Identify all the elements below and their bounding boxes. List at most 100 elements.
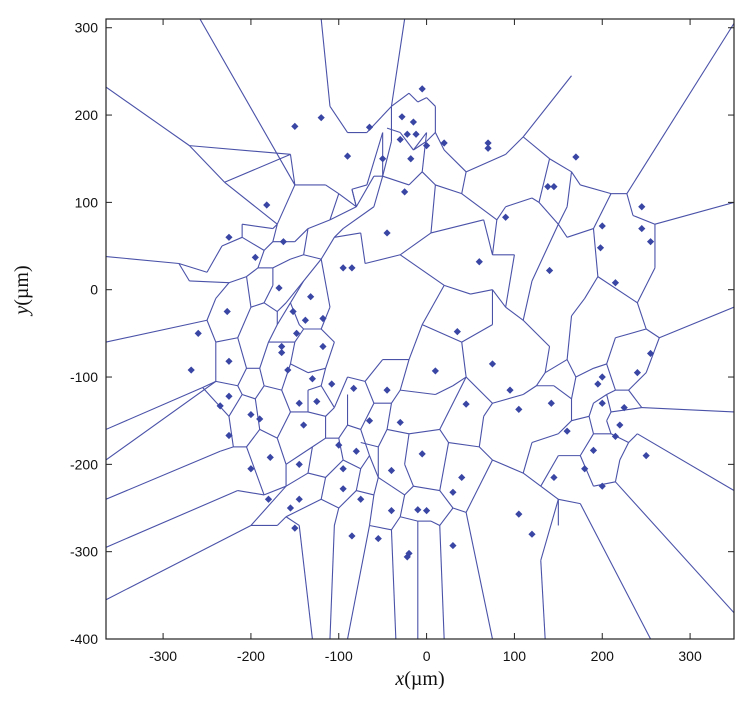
voronoi-edge	[439, 442, 450, 491]
x-tick-label: 300	[678, 648, 702, 664]
voronoi-edge	[360, 429, 371, 456]
voronoi-edge	[250, 485, 287, 526]
voronoi-edge	[452, 376, 467, 387]
voronoi-edge	[412, 132, 428, 151]
voronoi-edge	[606, 363, 616, 391]
voronoi-edge	[461, 193, 498, 221]
x-tick-label: -100	[325, 648, 353, 664]
voronoi-edge	[593, 394, 607, 404]
voronoi-edge	[435, 385, 454, 395]
voronoi-edge	[259, 341, 270, 369]
voronoi-edge	[220, 446, 234, 452]
data-point	[484, 144, 492, 152]
voronoi-edge	[386, 127, 401, 134]
data-point	[642, 452, 650, 460]
data-point	[458, 473, 466, 482]
data-point	[247, 465, 255, 473]
voronoi-edge	[373, 176, 384, 207]
voronoi-edge	[281, 389, 291, 413]
voronoi-edge	[483, 402, 493, 417]
voronoi-edge	[250, 302, 265, 308]
voronoi-edge	[325, 184, 340, 195]
voronoi-edge	[505, 136, 524, 155]
voronoi-edge	[588, 416, 595, 434]
data-point	[194, 329, 202, 337]
voronoi-edge	[430, 520, 441, 526]
data-point	[286, 504, 295, 512]
voronoi-edge	[579, 433, 594, 456]
voronoi-edge	[452, 507, 467, 513]
data-point	[611, 279, 620, 287]
voronoi-edge	[285, 516, 300, 526]
voronoi-edge	[659, 306, 734, 339]
voronoi-edge	[178, 263, 190, 282]
voronoi-edges	[106, 19, 734, 639]
data-point	[638, 224, 646, 233]
voronoi-edge	[285, 472, 309, 487]
voronoi-edge	[289, 154, 296, 185]
voronoi-edge	[347, 376, 366, 382]
voronoi-edge	[522, 75, 572, 138]
voronoi-edge	[325, 341, 335, 369]
voronoi-edge	[522, 472, 542, 487]
voronoi-edge	[399, 359, 410, 391]
voronoi-edge	[272, 258, 291, 269]
data-point	[278, 348, 286, 357]
data-point	[563, 427, 571, 435]
x-axis-ticks: -300 -200 -100 0 100 200 300	[149, 19, 702, 664]
voronoi-edge	[434, 132, 445, 151]
voronoi-edge	[435, 184, 462, 195]
data-point	[387, 466, 396, 475]
voronoi-edge	[636, 302, 647, 330]
voronoi-edge	[522, 136, 550, 160]
x-tick-label: -200	[237, 648, 265, 664]
data-point	[544, 183, 552, 191]
voronoi-edge	[276, 437, 287, 465]
voronoi-edge	[364, 254, 401, 265]
voronoi-edge	[540, 485, 559, 500]
voronoi-edge	[272, 223, 278, 229]
voronoi-edge	[421, 171, 436, 186]
voronoi-edge	[645, 337, 660, 373]
voronoi-edge	[626, 23, 734, 194]
data-point	[449, 541, 457, 550]
voronoi-edge	[439, 376, 467, 430]
data-point	[278, 342, 286, 351]
voronoi-edge	[571, 171, 581, 186]
voronoi-edge	[386, 428, 410, 435]
voronoi-edge	[566, 171, 573, 207]
data-point	[307, 293, 315, 301]
voronoi-edge	[439, 525, 445, 639]
voronoi-edge	[399, 132, 414, 151]
voronoi-edge	[263, 285, 274, 304]
voronoi-edge	[320, 385, 335, 408]
voronoi-edge	[404, 464, 414, 487]
voronoi-edge	[189, 280, 229, 284]
voronoi-edge	[206, 320, 217, 343]
data-point	[646, 238, 655, 246]
y-tick-label: 200	[75, 107, 99, 123]
y-axis-ticks: 300 200 100 0 -100 -200 -300 -400	[70, 20, 734, 647]
voronoi-edge	[443, 149, 467, 173]
voronoi-edge	[285, 498, 322, 518]
voronoi-edge	[325, 459, 344, 478]
voronoi-edge	[215, 282, 230, 299]
y-tick-label: -400	[70, 631, 98, 647]
voronoi-edge	[285, 280, 305, 304]
voronoi-edge	[413, 485, 440, 492]
voronoi-edge	[606, 337, 616, 365]
voronoi-edge	[400, 516, 418, 522]
voronoi-edge	[492, 459, 524, 474]
voronoi-edge	[206, 298, 217, 321]
data-point	[396, 135, 404, 144]
voronoi-edge	[338, 424, 348, 439]
data-point	[339, 485, 347, 493]
voronoi-edge	[522, 385, 537, 395]
data-point	[216, 402, 224, 410]
voronoi-edge	[628, 389, 643, 408]
voronoi-edge	[391, 485, 405, 496]
voronoi-edge	[390, 389, 401, 404]
voronoi-edge	[382, 175, 410, 186]
voronoi-edge	[443, 284, 471, 295]
